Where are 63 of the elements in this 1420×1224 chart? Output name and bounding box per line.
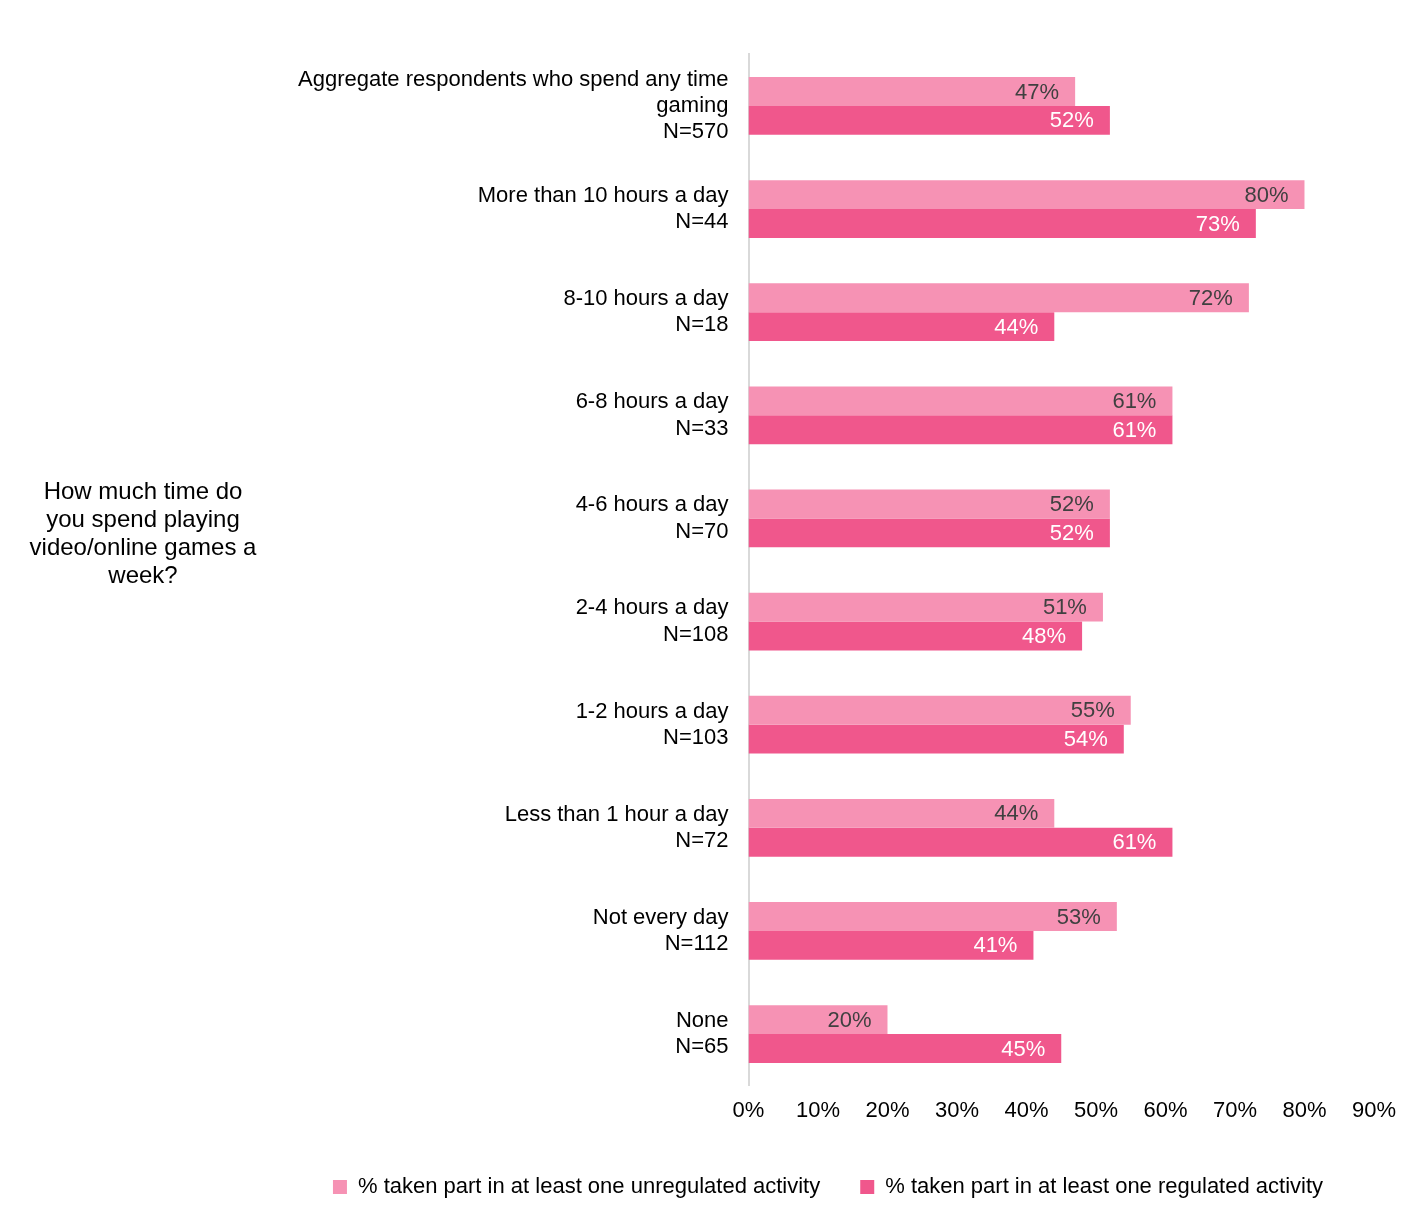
data-label: 52% [1049, 491, 1094, 517]
y-tick-label: More than 10 hours a day N=44 [477, 181, 729, 234]
data-label: 72% [1188, 284, 1233, 310]
y-tick-label: 4-6 hours a day N=70 [575, 491, 729, 543]
x-tick-label: 40% [1004, 1096, 1049, 1122]
x-tick-label: 60% [1143, 1096, 1188, 1122]
bar [748, 209, 1256, 238]
x-tick-label: 90% [1351, 1096, 1397, 1122]
y-tick-label: Aggregate respondents who spend any time gaming N=570 [297, 65, 729, 144]
data-label: 55% [1070, 697, 1115, 723]
bar [748, 695, 1131, 725]
bar [748, 312, 1055, 342]
bar [748, 592, 1103, 622]
data-label: 61% [1112, 387, 1157, 413]
data-label: 44% [994, 800, 1039, 826]
y-tick-label: 1-2 hours a day N=103 [575, 697, 729, 749]
data-label: 44% [994, 313, 1039, 339]
data-label: 20% [827, 1006, 872, 1032]
data-label: 61% [1112, 829, 1157, 855]
x-tick-label: 0% [732, 1096, 765, 1122]
bar [748, 489, 1110, 519]
bar [748, 1034, 1062, 1063]
bar [748, 283, 1249, 313]
y-tick-label: Not every day N=112 [592, 903, 729, 956]
data-label: 52% [1049, 107, 1094, 133]
x-tick-label: 50% [1073, 1096, 1119, 1122]
bar [748, 621, 1083, 651]
x-tick-label: 10% [795, 1096, 841, 1122]
bar [748, 386, 1173, 416]
bar [748, 930, 1034, 960]
data-label: 47% [1015, 78, 1060, 104]
y-tick-label: 8-10 hours a day N=18 [563, 285, 729, 337]
data-label: 73% [1195, 210, 1240, 236]
legend-label: % taken part in at least one unregulated activity [357, 1173, 821, 1199]
bar [748, 827, 1173, 857]
bar [748, 415, 1173, 445]
y-tick-label: 2-4 hours a day N=108 [575, 594, 729, 646]
x-tick-label: 80% [1282, 1096, 1327, 1122]
x-tick-label: 70% [1212, 1096, 1258, 1122]
data-label: 41% [973, 932, 1018, 958]
data-label: 53% [1056, 903, 1101, 929]
bar [748, 724, 1124, 754]
bar [748, 518, 1110, 548]
bar [748, 902, 1117, 931]
bar [748, 1005, 888, 1035]
data-label: 61% [1112, 416, 1157, 442]
x-tick-label: 30% [934, 1096, 980, 1122]
y-axis-title: How much time do you spend playing video/online games a week? [28, 477, 258, 589]
y-tick-label: 6-8 hours a day N=33 [575, 388, 729, 440]
data-label: 80% [1244, 181, 1289, 207]
y-tick-label: Less than 1 hour a day N=72 [504, 800, 729, 853]
bar [748, 180, 1305, 210]
data-label: 51% [1042, 594, 1087, 620]
data-label: 54% [1063, 726, 1108, 752]
data-label: 52% [1049, 519, 1094, 545]
y-tick-label: None N=65 [675, 1006, 729, 1059]
x-tick-label: 20% [865, 1096, 910, 1122]
bar [748, 77, 1076, 106]
legend-label: % taken part in at least one regulated activity [885, 1173, 1324, 1199]
bar [748, 798, 1055, 828]
data-label: 45% [1001, 1035, 1046, 1061]
data-label: 48% [1022, 623, 1067, 649]
bar [748, 105, 1110, 135]
